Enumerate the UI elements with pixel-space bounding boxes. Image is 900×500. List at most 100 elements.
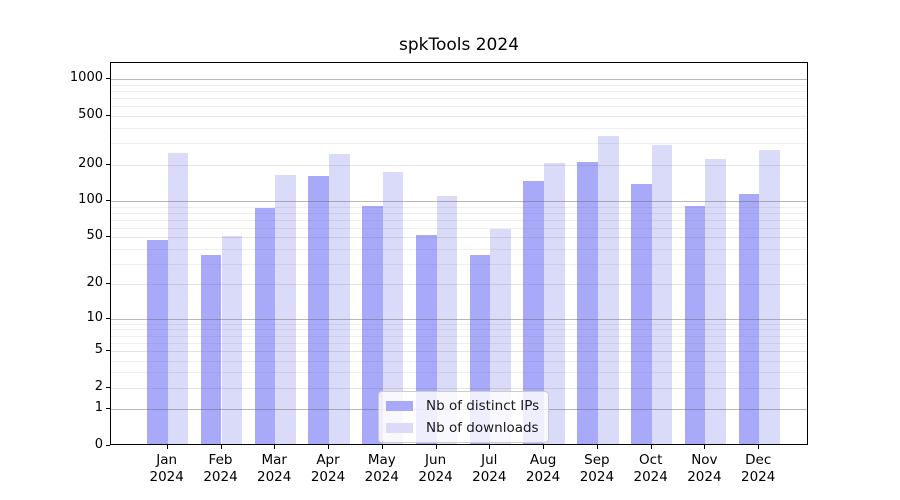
bar-nb-of-downloads-oct-2024	[651, 145, 673, 444]
legend-label-downloads: Nb of downloads	[426, 420, 539, 436]
bar-nb-of-downloads-jul-2024	[490, 229, 511, 444]
y-tick-mark-1000	[106, 78, 110, 80]
bar-nb-of-distinct-ips-may-2024	[362, 205, 383, 444]
legend: Nb of distinct IPs Nb of downloads	[378, 391, 550, 443]
y-tick-label-2: 2	[94, 378, 103, 394]
bar-nb-of-downloads-dec-2024	[759, 149, 780, 444]
bar-nb-of-distinct-ips-mar-2024	[254, 207, 276, 444]
bar-nb-of-downloads-mar-2024	[275, 175, 296, 444]
bar-nb-of-distinct-ips-jan-2024	[147, 239, 168, 444]
x-tick-mark-sep-2024	[596, 445, 598, 449]
x-tick-label-line: Nov	[691, 452, 718, 468]
bar-nb-of-distinct-ips-feb-2024	[200, 255, 222, 444]
x-tick-mark-mar-2024	[274, 445, 276, 449]
bar-nb-of-downloads-aug-2024	[544, 162, 565, 444]
x-tick-label-apr-2024: Apr 2024	[293, 452, 363, 485]
x-tick-label-line: Jun	[425, 452, 447, 468]
x-tick-mark-dec-2024	[758, 445, 760, 449]
y-tick-mark-500	[106, 115, 110, 117]
x-tick-label-line: Jul	[481, 452, 498, 468]
y-tick-label-500: 500	[78, 107, 103, 123]
y-tick-mark-0	[106, 445, 110, 446]
x-tick-mark-nov-2024	[704, 445, 706, 449]
x-tick-label-sep-2024: Sep 2024	[562, 452, 632, 485]
x-tick-label-line: May	[367, 452, 396, 468]
x-tick-label-line: 2024	[741, 468, 776, 485]
x-tick-label-aug-2024: Aug 2024	[508, 452, 578, 485]
x-tick-label-mar-2024: Mar 2024	[239, 452, 309, 485]
y-tick-mark-20	[106, 283, 110, 285]
y-tick-mark-100	[106, 200, 110, 202]
y-tick-label-1000: 1000	[69, 70, 103, 86]
bar-nb-of-downloads-jan-2024	[167, 152, 189, 444]
bar-nb-of-distinct-ips-apr-2024	[308, 176, 329, 444]
x-tick-label-line: 2024	[310, 468, 346, 485]
x-tick-mark-feb-2024	[220, 445, 222, 449]
bar-nb-of-downloads-may-2024	[382, 171, 404, 444]
x-tick-mark-apr-2024	[328, 445, 329, 449]
x-tick-mark-jun-2024	[435, 445, 437, 449]
bar-nb-of-downloads-nov-2024	[705, 159, 727, 444]
y-tick-label-5: 5	[94, 341, 103, 357]
x-tick-label-line: Jan	[156, 452, 178, 468]
x-tick-label-line: Aug	[529, 452, 557, 468]
x-tick-label-line: 2024	[472, 468, 507, 485]
y-tick-label-200: 200	[78, 155, 103, 171]
chart-title: spkTools 2024	[398, 35, 520, 55]
y-tick-mark-5	[106, 349, 110, 351]
x-tick-label-jan-2024: Jan 2024	[132, 452, 202, 485]
x-tick-label-line: 2024	[525, 468, 561, 485]
x-tick-mark-jul-2024	[489, 445, 491, 449]
x-tick-label-line: Oct	[639, 452, 663, 468]
x-tick-mark-may-2024	[381, 445, 383, 449]
y-tick-mark-10	[106, 317, 110, 319]
x-tick-label-oct-2024: Oct 2024	[616, 452, 686, 485]
x-tick-label-line: 2024	[149, 468, 184, 485]
x-tick-mark-jan-2024	[166, 445, 168, 449]
x-tick-label-jul-2024: Jul 2024	[454, 452, 524, 485]
legend-item-distinct-ips: Nb of distinct IPs	[386, 397, 539, 415]
y-tick-label-50: 50	[86, 228, 103, 244]
bar-nb-of-distinct-ips-sep-2024	[577, 162, 598, 444]
bar-nb-of-distinct-ips-oct-2024	[631, 183, 652, 444]
y-tick-label-10: 10	[86, 309, 103, 325]
y-tick-mark-50	[106, 236, 110, 238]
bar-nb-of-downloads-feb-2024	[221, 236, 243, 444]
x-tick-label-nov-2024: Nov 2024	[669, 452, 739, 485]
x-tick-label-line: 2024	[257, 468, 292, 485]
legend-item-downloads: Nb of downloads	[386, 419, 539, 437]
x-tick-label-line: 2024	[418, 468, 453, 485]
x-tick-label-line: 2024	[579, 468, 615, 485]
y-tick-mark-200	[106, 163, 110, 165]
x-tick-label-line: 2024	[203, 468, 238, 485]
x-tick-label-line: Dec	[745, 452, 772, 468]
y-tick-label-20: 20	[86, 275, 103, 291]
bar-nb-of-downloads-jun-2024	[436, 195, 458, 444]
x-tick-label-dec-2024: Dec 2024	[723, 452, 793, 485]
y-tick-mark-2	[106, 386, 110, 388]
x-tick-label-line: Feb	[208, 452, 233, 468]
legend-swatch-downloads	[386, 423, 413, 433]
x-tick-label-feb-2024: Feb 2024	[186, 452, 256, 485]
plot-area	[110, 62, 808, 445]
bar-nb-of-downloads-apr-2024	[329, 154, 350, 444]
x-tick-label-jun-2024: Jun 2024	[401, 452, 471, 485]
x-tick-mark-oct-2024	[650, 445, 652, 449]
bar-nb-of-distinct-ips-dec-2024	[738, 193, 760, 444]
bar-nb-of-distinct-ips-aug-2024	[523, 180, 545, 444]
y-tick-label-1: 1	[94, 400, 103, 416]
legend-label-distinct-ips: Nb of distinct IPs	[426, 398, 540, 414]
bar-nb-of-distinct-ips-nov-2024	[684, 205, 706, 444]
x-tick-label-may-2024: May 2024	[347, 452, 417, 485]
y-tick-label-100: 100	[78, 192, 103, 208]
x-tick-mark-aug-2024	[543, 445, 545, 449]
x-tick-label-line: 2024	[364, 468, 399, 485]
x-tick-label-line: 2024	[687, 468, 722, 485]
legend-swatch-distinct-ips	[386, 401, 413, 411]
x-tick-label-line: Mar	[261, 452, 287, 468]
y-tick-label-0: 0	[94, 437, 103, 452]
x-tick-label-line: Apr	[316, 452, 340, 468]
bar-nb-of-downloads-sep-2024	[597, 135, 619, 444]
bars-layer	[111, 63, 807, 444]
